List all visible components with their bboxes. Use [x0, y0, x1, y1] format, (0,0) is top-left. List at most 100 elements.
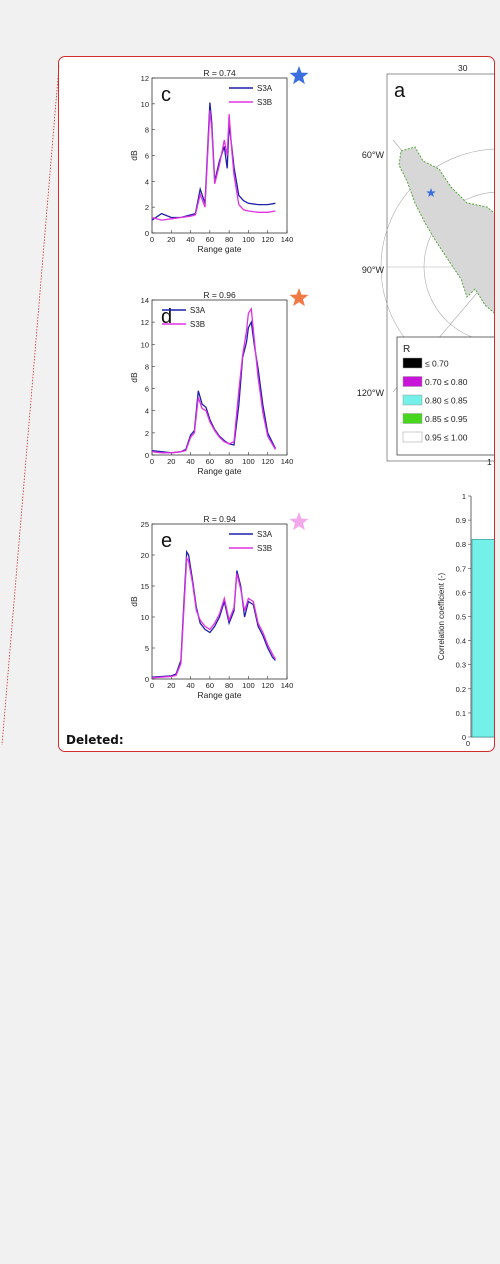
y-tick-label: 0.3 — [456, 661, 466, 670]
x-tick-label: 20 — [167, 457, 175, 466]
map-legend-swatch — [402, 413, 423, 424]
x-tick-label: 60 — [206, 235, 214, 244]
antarctic-peninsula-landmass — [398, 146, 494, 314]
x-tick-label: 40 — [186, 681, 194, 690]
y-tick-label: 4 — [145, 407, 149, 416]
x-tick-label: 120 — [261, 457, 274, 466]
x-tick-label: 60 — [206, 457, 214, 466]
map-legend-label: ≤ 0.70 — [425, 359, 449, 369]
x-tick-label: 100 — [242, 457, 255, 466]
x-axis-label: Range gate — [198, 690, 242, 700]
x-tick-label: 100 — [242, 681, 255, 690]
y-tick-label: 6 — [145, 152, 149, 161]
x-tick-label: 80 — [225, 235, 233, 244]
y-tick-label: 0.7 — [456, 564, 466, 573]
comment-balloon[interactable]: 0 20 40 60 80 100 120 140 0 2 4 6 8 10 12 Range gate dB R… — [58, 56, 495, 752]
waveform-chart-e: 0 20 40 60 80 100 120 140 0 5 10 15 20 25 Range gate dB… — [129, 512, 309, 700]
y-tick-label: 0 — [145, 229, 149, 238]
x-tick-label: 80 — [225, 457, 233, 466]
panel-letter: e — [161, 530, 172, 552]
x-tick-label: 0 — [466, 739, 470, 747]
y-tick-label: 0.9 — [456, 516, 466, 525]
map-legend-swatch — [402, 357, 423, 369]
map-legend-label: 0.85 ≤ 0.95 — [425, 414, 468, 424]
x-tick-label: 140 — [281, 681, 294, 690]
map-legend-label: 0.95 ≤ 1.00 — [425, 433, 468, 443]
x-tick-label: 0 — [150, 457, 154, 466]
y-tick-label: 0.2 — [456, 685, 466, 694]
x-tick-label: 40 — [186, 457, 194, 466]
y-tick-label: 12 — [141, 74, 149, 83]
map-legend-label: 0.80 ≤ 0.85 — [425, 396, 468, 406]
panel-letter: d — [161, 306, 172, 328]
y-tick-label: 2 — [145, 429, 149, 438]
plot-frame — [151, 77, 288, 234]
map-top-label: 30 — [458, 63, 468, 73]
series-line-s3a — [151, 102, 276, 221]
x-tick-label: 140 — [281, 235, 294, 244]
y-tick-label: 0.6 — [456, 588, 466, 597]
antarctic-map-panel-a: 30 a 60°W 90°W 120°W 1 R ≤ 0.70 0.70 ≤ 0.80 0.80 … — [357, 63, 494, 467]
y-tick-label: 25 — [141, 520, 149, 529]
x-axis-label: Range gate — [198, 466, 242, 476]
comment-connector-line — [1, 65, 60, 746]
y-tick-label: 4 — [145, 177, 149, 186]
legend-entry: S3B — [257, 98, 272, 107]
chart-title: R = 0.94 — [203, 514, 236, 524]
plot-frame — [151, 523, 288, 680]
map-bottom-label: 1 — [487, 457, 492, 467]
map-legend-swatch — [402, 431, 423, 443]
waveform-chart-c: 0 20 40 60 80 100 120 140 0 2 4 6 8 10 12 Range gate dB R… — [129, 66, 309, 254]
x-tick-label: 0 — [150, 681, 154, 690]
series-line-s3b — [151, 555, 276, 679]
series-line-s3b — [151, 110, 276, 221]
site-star-icon — [426, 188, 436, 197]
panel-letter: a — [394, 80, 406, 102]
x-tick-label: 120 — [261, 235, 274, 244]
y-tick-label: 14 — [141, 296, 149, 305]
correlation-bar-chart-b: 0 0.1 0.2 0.3 0.4 0.5 0.6 0.7 0.8 0.9 1 0 Correlatio… — [437, 492, 494, 747]
waveform-chart-d: 0 20 40 60 80 100 120 140 0 2 4 6 8 10 12 14 Range gate d… — [129, 288, 309, 476]
y-tick-label: 8 — [145, 362, 149, 371]
y-axis-label: Correlation coefficient (-) — [437, 572, 446, 660]
x-tick-label: 20 — [167, 681, 175, 690]
map-legend-swatch — [402, 376, 423, 387]
legend-entry: S3A — [257, 530, 273, 539]
panel-star-icon — [289, 66, 309, 85]
y-tick-label: 0.5 — [456, 613, 466, 622]
longitude-label: 60°W — [362, 150, 385, 160]
series-line-s3b — [151, 307, 276, 454]
panel-letter: c — [161, 84, 171, 106]
latitude-circle — [380, 148, 494, 386]
x-tick-label: 100 — [242, 235, 255, 244]
x-tick-label: 60 — [206, 681, 214, 690]
x-tick-label: 20 — [167, 235, 175, 244]
map-legend-title: R — [403, 344, 410, 355]
x-tick-label: 0 — [150, 235, 154, 244]
legend-entry: S3A — [257, 84, 273, 93]
panel-star-icon — [289, 288, 309, 307]
correlation-bar — [471, 539, 494, 738]
longitude-label: 120°W — [357, 388, 385, 398]
y-tick-label: 5 — [145, 644, 149, 653]
y-tick-label: 0 — [145, 451, 149, 460]
legend-entry: S3A — [190, 306, 206, 315]
y-tick-label: 20 — [141, 551, 149, 560]
map-legend-swatch — [402, 394, 423, 406]
plot-frame — [151, 299, 288, 456]
x-axis-label: Range gate — [198, 244, 242, 254]
y-tick-label: 10 — [141, 100, 149, 109]
x-tick-label: 140 — [281, 457, 294, 466]
y-axis-label: dB — [129, 150, 139, 161]
y-tick-label: 10 — [141, 340, 149, 349]
longitude-label: 90°W — [362, 265, 385, 275]
chart-title: R = 0.96 — [203, 290, 236, 300]
y-tick-label: 2 — [145, 203, 149, 212]
y-tick-label: 10 — [141, 613, 149, 622]
y-tick-label: 6 — [145, 385, 149, 394]
y-tick-label: 1 — [462, 492, 466, 501]
y-tick-label: 0.4 — [456, 637, 466, 646]
y-tick-label: 8 — [145, 126, 149, 135]
legend-entry: S3B — [257, 544, 272, 553]
y-tick-label: 0.1 — [456, 709, 466, 718]
